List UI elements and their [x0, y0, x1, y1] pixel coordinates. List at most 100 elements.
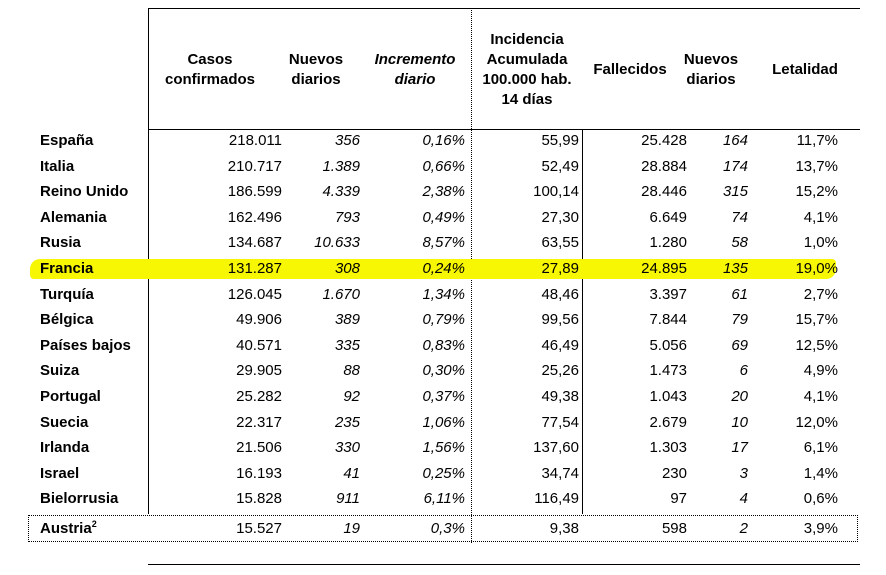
- fallecidos-cell: 2.679: [649, 413, 687, 431]
- nuevos-diarios-cell: 88: [343, 362, 360, 380]
- nuevos-diarios-cell: 10.633: [314, 234, 360, 252]
- top-rule: [148, 8, 860, 9]
- incidencia-cell: 49,38: [541, 388, 579, 405]
- table-row: Rusia 134.687 10.633 8,57% 63,55 1.280 58 1,0%: [30, 230, 860, 256]
- letalidad-cell: 3,9%: [803, 520, 838, 537]
- incidencia-cell: 100,14: [533, 183, 579, 201]
- table-row: Suecia 22.317 235 1,06% 77,54 2.679 10 12,0%: [30, 410, 860, 436]
- casos-cell: 29.905: [236, 362, 282, 380]
- country-cell: Rusia: [40, 234, 81, 252]
- fallecidos-cell: 3.397: [649, 285, 687, 303]
- letalidad-cell: 12,5%: [795, 336, 838, 354]
- nuevos-diarios-cell: 19: [343, 520, 360, 537]
- fallecidos-cell: 598: [661, 520, 687, 537]
- incidencia-cell: 25,26: [541, 362, 579, 380]
- casos-cell: 40.571: [236, 336, 282, 354]
- fallecidos-cell: 6.649: [649, 208, 687, 226]
- table-row: Austria2 15.527 19 0,3% 9,38 598 2 3,9%: [30, 516, 860, 542]
- incidencia-cell: 116,49: [534, 490, 579, 508]
- header-incremento: Incremento diario: [374, 51, 456, 88]
- incremento-cell: 0,3%: [430, 520, 465, 537]
- casos-cell: 25.282: [236, 388, 282, 405]
- incremento-cell: 1,34%: [422, 285, 465, 303]
- letalidad-cell: 4,1%: [803, 208, 838, 226]
- country-cell: Reino Unido: [40, 183, 129, 201]
- column-divider: [582, 129, 583, 514]
- country-cell: Portugal: [40, 388, 101, 405]
- letalidad-cell: 13,7%: [795, 157, 838, 175]
- incremento-cell: 0,30%: [422, 362, 465, 380]
- fallecidos-cell: 28.884: [641, 157, 687, 175]
- nuevos-diarios-cell: 335: [334, 336, 360, 354]
- nuevos-diarios-cell: 356: [334, 132, 360, 149]
- casos-cell: 131.287: [227, 260, 282, 277]
- table-row: Turquía 126.045 1.670 1,34% 48,46 3.397 61 2,7%: [30, 282, 860, 308]
- table-row: Suiza 29.905 88 0,30% 25,26 1.473 6 4,9%: [30, 358, 860, 384]
- table-row: Italia 210.717 1.389 0,66% 52,49 28.884 174 13,…: [30, 154, 860, 180]
- incremento-cell: 0,16%: [422, 132, 465, 149]
- country-cell: Bielorrusia: [40, 490, 119, 508]
- country-cell: Suecia: [40, 413, 89, 431]
- highlight-marker: [30, 259, 836, 279]
- nuevos-fallecidos-cell: 2: [739, 520, 748, 537]
- incremento-cell: 6,11%: [423, 490, 465, 508]
- incremento-cell: 0,25%: [422, 464, 465, 482]
- fallecidos-cell: 1.473: [649, 362, 687, 380]
- table-row: Países bajos 40.571 335 0,83% 46,49 5.056 69 12…: [30, 333, 860, 359]
- table-row: Israel 16.193 41 0,25% 34,74 230 3 1,4%: [30, 461, 860, 487]
- incidencia-cell: 63,55: [541, 234, 579, 252]
- nuevos-fallecidos-cell: 20: [731, 388, 748, 405]
- casos-cell: 22.317: [236, 413, 282, 431]
- incidencia-cell: 46,49: [541, 336, 579, 354]
- nuevos-fallecidos-cell: 69: [731, 336, 748, 354]
- letalidad-cell: 1,4%: [803, 464, 838, 482]
- country-name: Austria: [40, 520, 92, 537]
- country-cell: Irlanda: [40, 439, 90, 457]
- incremento-cell: 2,38%: [422, 183, 465, 201]
- country-cell: Países bajos: [40, 336, 131, 354]
- casos-cell: 15.527: [236, 520, 282, 537]
- country-cell: Francia: [40, 260, 94, 277]
- country-cell: España: [40, 132, 94, 149]
- letalidad-cell: 4,9%: [803, 362, 838, 380]
- country-cell: Austria2: [40, 516, 97, 542]
- table-row: Alemania 162.496 793 0,49% 27,30 6.649 74 4,1%: [30, 205, 860, 231]
- header-incidencia: Incidencia Acumulada 100.000 hab. 14 día…: [482, 31, 572, 108]
- fallecidos-cell: 1.280: [649, 234, 687, 252]
- fallecidos-cell: 25.428: [641, 132, 687, 149]
- country-cell: Suiza: [40, 362, 80, 380]
- letalidad-cell: 19,0%: [795, 260, 838, 277]
- table-row: España 218.011 356 0,16% 55,99 25.428 164 11,7%: [30, 128, 860, 154]
- incidencia-cell: 99,56: [541, 311, 579, 329]
- incremento-cell: 0,24%: [422, 260, 465, 277]
- letalidad-cell: 15,7%: [795, 311, 838, 329]
- nuevos-diarios-cell: 308: [334, 260, 360, 277]
- incidencia-cell: 9,38: [549, 520, 579, 537]
- nuevos-fallecidos-cell: 164: [722, 132, 748, 149]
- header-rule: [148, 129, 860, 130]
- nuevos-fallecidos-cell: 79: [731, 311, 748, 329]
- country-cell: Israel: [40, 464, 80, 482]
- country-cell: Italia: [40, 157, 75, 175]
- nuevos-fallecidos-cell: 3: [739, 464, 748, 482]
- casos-cell: 126.045: [227, 285, 282, 303]
- incidencia-cell: 48,46: [541, 285, 579, 303]
- incidencia-cell: 34,74: [541, 464, 579, 482]
- nuevos-fallecidos-cell: 6: [739, 362, 748, 380]
- letalidad-cell: 1,0%: [803, 234, 838, 252]
- incidencia-cell: 52,49: [541, 157, 579, 175]
- table-row: Irlanda 21.506 330 1,56% 137,60 1.303 17 6,1%: [30, 435, 860, 461]
- nuevos-fallecidos-cell: 10: [731, 413, 748, 431]
- nuevos-diarios-cell: 235: [334, 413, 360, 431]
- nuevos-diarios-cell: 793: [334, 208, 360, 226]
- casos-cell: 16.193: [236, 464, 282, 482]
- letalidad-cell: 6,1%: [803, 439, 838, 457]
- table-row: Portugal 25.282 92 0,37% 49,38 1.043 20 4,1%: [30, 384, 860, 410]
- country-cell: Alemania: [40, 208, 107, 226]
- fallecidos-cell: 7.844: [649, 311, 687, 329]
- nuevos-diarios-cell: 4.339: [322, 183, 360, 201]
- letalidad-cell: 4,1%: [803, 388, 838, 405]
- nuevos-fallecidos-cell: 17: [731, 439, 748, 457]
- nuevos-fallecidos-cell: 315: [722, 183, 748, 201]
- incremento-cell: 0,79%: [422, 311, 465, 329]
